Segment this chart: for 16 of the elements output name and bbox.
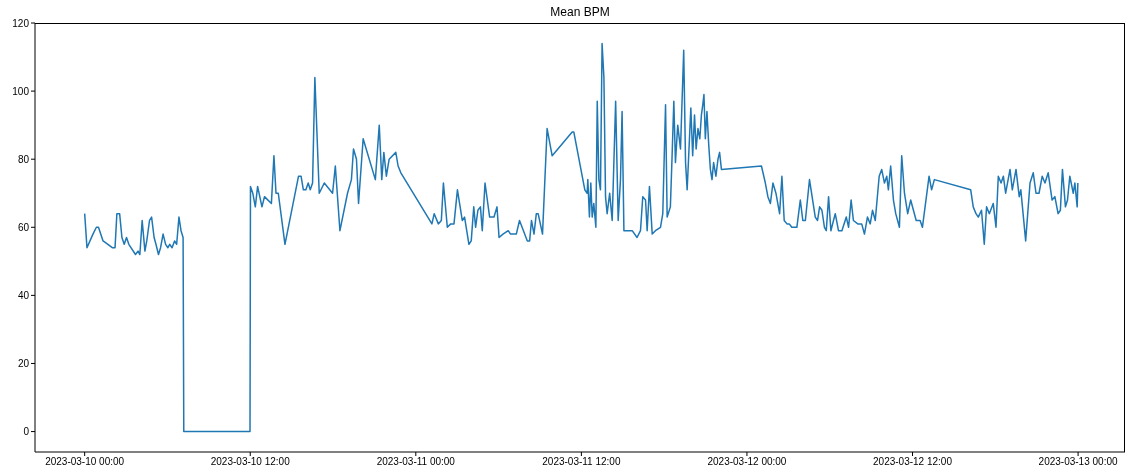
- x-tick-label: 2023-03-10 00:00: [45, 456, 125, 468]
- y-tick-label: 100: [12, 85, 30, 97]
- y-tick-label: 60: [17, 221, 30, 233]
- x-tick-label: 2023-03-11 12:00: [542, 456, 621, 468]
- y-tick-label: 20: [17, 358, 30, 370]
- y-tick-label: 0: [23, 426, 30, 438]
- x-tick-label: 2023-03-12 00:00: [707, 456, 787, 468]
- y-tick-label: 40: [17, 289, 30, 301]
- x-tick-label: 2023-03-10 12:00: [210, 456, 291, 468]
- line-series: [83, 42, 1079, 433]
- y-tick-label: 120: [12, 17, 30, 29]
- x-tick-label: 2023-03-11 00:00: [376, 456, 456, 468]
- chart-title: Mean BPM: [549, 5, 611, 19]
- x-tick-label: 2023-03-13 00:00: [1038, 456, 1118, 468]
- x-tick-label: 2023-03-12 12:00: [873, 456, 953, 468]
- y-tick-label: 80: [17, 153, 30, 165]
